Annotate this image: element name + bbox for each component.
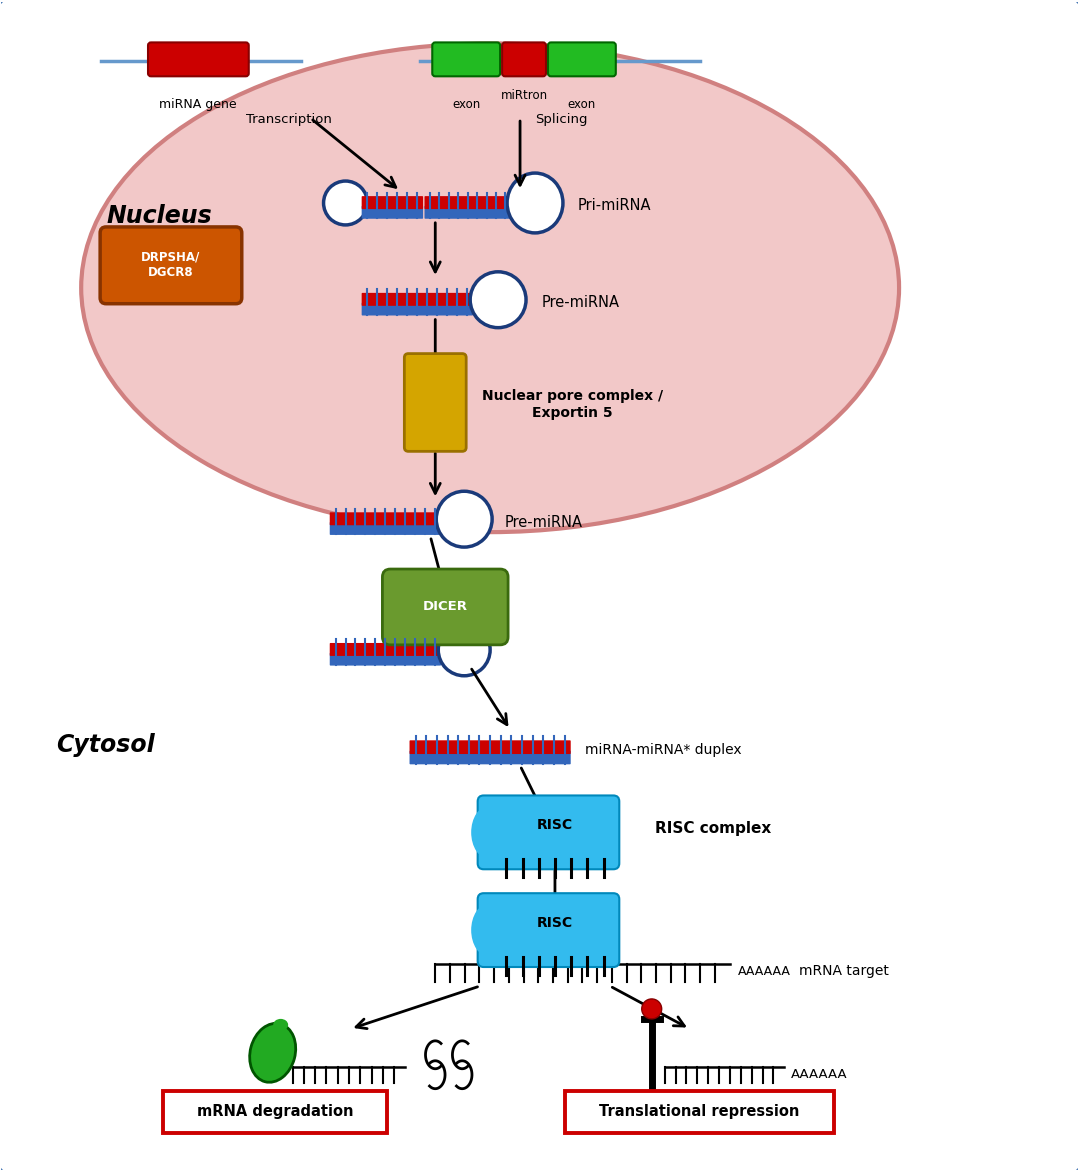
Text: DICER: DICER — [423, 600, 467, 613]
FancyBboxPatch shape — [330, 512, 441, 525]
Ellipse shape — [81, 43, 899, 532]
Ellipse shape — [249, 1023, 296, 1082]
FancyBboxPatch shape — [433, 42, 500, 76]
FancyBboxPatch shape — [410, 741, 571, 754]
Text: Pre-miRNA: Pre-miRNA — [505, 515, 583, 530]
FancyBboxPatch shape — [502, 42, 546, 76]
Ellipse shape — [472, 904, 506, 956]
Text: miRtron: miRtron — [501, 89, 548, 102]
Text: Splicing: Splicing — [535, 114, 587, 127]
FancyBboxPatch shape — [361, 302, 473, 315]
FancyBboxPatch shape — [163, 1091, 387, 1132]
Text: RISC complex: RISC complex — [655, 820, 771, 836]
FancyBboxPatch shape — [330, 653, 441, 666]
Ellipse shape — [470, 272, 527, 328]
Ellipse shape — [472, 806, 506, 859]
Text: Nucleus: Nucleus — [106, 204, 211, 227]
FancyBboxPatch shape — [410, 750, 571, 764]
FancyBboxPatch shape — [565, 1091, 834, 1132]
FancyBboxPatch shape — [330, 522, 441, 534]
FancyBboxPatch shape — [330, 643, 441, 656]
Ellipse shape — [438, 624, 490, 676]
FancyBboxPatch shape — [478, 893, 619, 967]
Ellipse shape — [273, 1018, 288, 1031]
Ellipse shape — [507, 173, 563, 233]
FancyBboxPatch shape — [478, 796, 619, 870]
Text: RISC: RISC — [537, 915, 573, 929]
Text: Transcription: Transcription — [246, 114, 331, 127]
FancyBboxPatch shape — [100, 227, 242, 304]
Text: miRNA-miRNA* duplex: miRNA-miRNA* duplex — [585, 743, 741, 757]
Text: AAAAAA: AAAAAA — [791, 1068, 848, 1082]
Text: Cytosol: Cytosol — [56, 732, 155, 757]
FancyBboxPatch shape — [361, 196, 423, 209]
FancyBboxPatch shape — [148, 42, 249, 76]
Text: Nuclear pore complex /
Exportin 5: Nuclear pore complex / Exportin 5 — [482, 389, 664, 420]
Text: miRNA gene: miRNA gene — [159, 98, 236, 111]
FancyBboxPatch shape — [405, 354, 466, 451]
Ellipse shape — [324, 180, 368, 225]
Text: DRPSHA/
DGCR8: DRPSHA/ DGCR8 — [141, 251, 201, 279]
Text: Translational repression: Translational repression — [600, 1104, 800, 1119]
Text: RISC: RISC — [537, 818, 573, 832]
Text: exon: exon — [568, 98, 596, 111]
Ellipse shape — [436, 491, 492, 547]
Text: mRNA degradation: mRNA degradation — [197, 1104, 354, 1119]
FancyBboxPatch shape — [424, 206, 510, 219]
FancyBboxPatch shape — [361, 206, 423, 219]
FancyBboxPatch shape — [424, 196, 510, 209]
Text: AAAAAA: AAAAAA — [737, 965, 790, 977]
FancyBboxPatch shape — [548, 42, 616, 76]
Text: mRNA target: mRNA target — [800, 965, 889, 977]
Text: Pre-miRNA: Pre-miRNA — [542, 295, 620, 311]
Text: Pri-miRNA: Pri-miRNA — [578, 198, 652, 213]
Text: exon: exon — [452, 98, 480, 111]
Circle shape — [642, 999, 661, 1018]
FancyBboxPatch shape — [382, 570, 508, 645]
FancyBboxPatch shape — [361, 293, 473, 306]
